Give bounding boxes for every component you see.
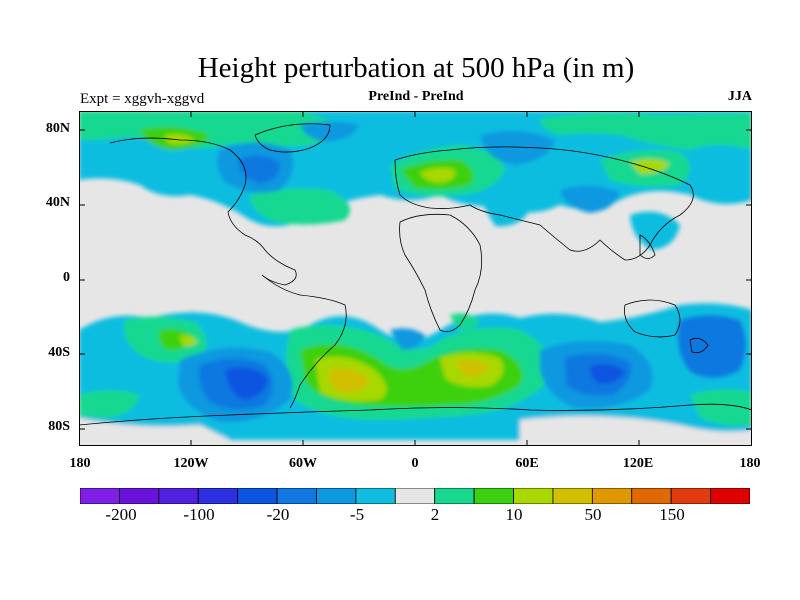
x-tick-label: 0 <box>411 456 419 471</box>
legend-swatch <box>276 488 317 504</box>
legend-swatch <box>355 488 396 504</box>
contour-region <box>630 158 670 175</box>
legend-swatch <box>591 488 633 504</box>
continent-outline <box>109 137 297 286</box>
legend-swatch <box>316 488 357 504</box>
legend-label: 50 <box>584 505 602 524</box>
contour-region <box>560 185 620 213</box>
contour-region <box>79 390 140 418</box>
y-tick-label: 0 <box>63 270 70 285</box>
coastlines <box>79 123 752 426</box>
contour-region <box>79 111 360 149</box>
color-legend <box>80 488 750 504</box>
legend-swatch <box>670 488 711 504</box>
legend-swatch <box>473 488 514 504</box>
contour-region <box>540 113 752 150</box>
legend-swatch <box>197 488 239 504</box>
legend-swatch <box>552 488 593 504</box>
map-title: Height perturbation at 500 hPa (in m) <box>197 52 635 84</box>
contour-region <box>180 335 198 346</box>
x-tick-label: 180 <box>739 456 761 471</box>
continent-outline <box>394 146 694 261</box>
contour-region <box>480 131 555 165</box>
contour-region <box>450 313 480 331</box>
y-tick-label: 40N <box>45 195 70 210</box>
contour-fields <box>79 111 752 446</box>
legend-swatch <box>631 488 672 504</box>
contour-region <box>520 416 752 446</box>
x-tick-label: 60W <box>289 456 317 471</box>
experiment-label: Expt = xggvh-xggvd <box>80 91 205 107</box>
x-tick-label: 120E <box>622 456 654 471</box>
legend-swatch <box>158 488 199 504</box>
legend-swatch <box>119 488 160 504</box>
continent-outline <box>399 213 483 333</box>
legend-swatch <box>434 488 475 504</box>
legend-swatch <box>710 488 750 504</box>
contour-region <box>300 121 360 142</box>
continent-outline <box>689 337 709 354</box>
contour-region <box>690 389 752 426</box>
contour-region <box>79 418 230 440</box>
legend-label: 150 <box>659 505 685 524</box>
legend-swatch <box>80 488 120 504</box>
season-label: JJA <box>727 89 752 104</box>
contour-region <box>250 188 350 225</box>
height-perturbation-map <box>79 111 752 446</box>
axis-ticks <box>79 111 752 446</box>
y-tick-label: 80S <box>48 419 70 434</box>
contour-region <box>677 315 746 379</box>
contour-region <box>390 328 425 350</box>
contour-region <box>329 368 370 393</box>
contour-region <box>589 364 625 384</box>
contour-region <box>165 134 195 144</box>
legend-label: 2 <box>430 505 440 524</box>
legend-swatch <box>237 488 278 504</box>
contour-region <box>225 367 268 400</box>
y-tick-label: 80N <box>45 121 70 136</box>
continent-outline <box>254 123 331 153</box>
continent-outline <box>261 274 347 409</box>
legend-label: -20 <box>266 505 290 524</box>
x-tick-label: 120W <box>173 456 209 471</box>
legend-label: -200 <box>105 505 137 524</box>
continent-outline <box>79 403 752 426</box>
contour-region <box>630 211 680 250</box>
x-tick-label: 180 <box>69 456 91 471</box>
contour-region <box>455 360 490 378</box>
legend-swatch <box>394 488 436 504</box>
contour-region <box>238 155 280 184</box>
comparison-label: PreInd - PreInd <box>368 89 464 104</box>
legend-label: -100 <box>183 505 215 524</box>
legend-label: 10 <box>505 505 523 524</box>
x-tick-label: 60E <box>515 456 539 471</box>
continent-outline <box>639 234 656 259</box>
y-tick-label: 40S <box>48 345 70 360</box>
legend-label: -5 <box>349 505 365 524</box>
continent-outline <box>624 299 681 338</box>
legend-swatch <box>513 488 554 504</box>
contour-region <box>420 167 456 183</box>
